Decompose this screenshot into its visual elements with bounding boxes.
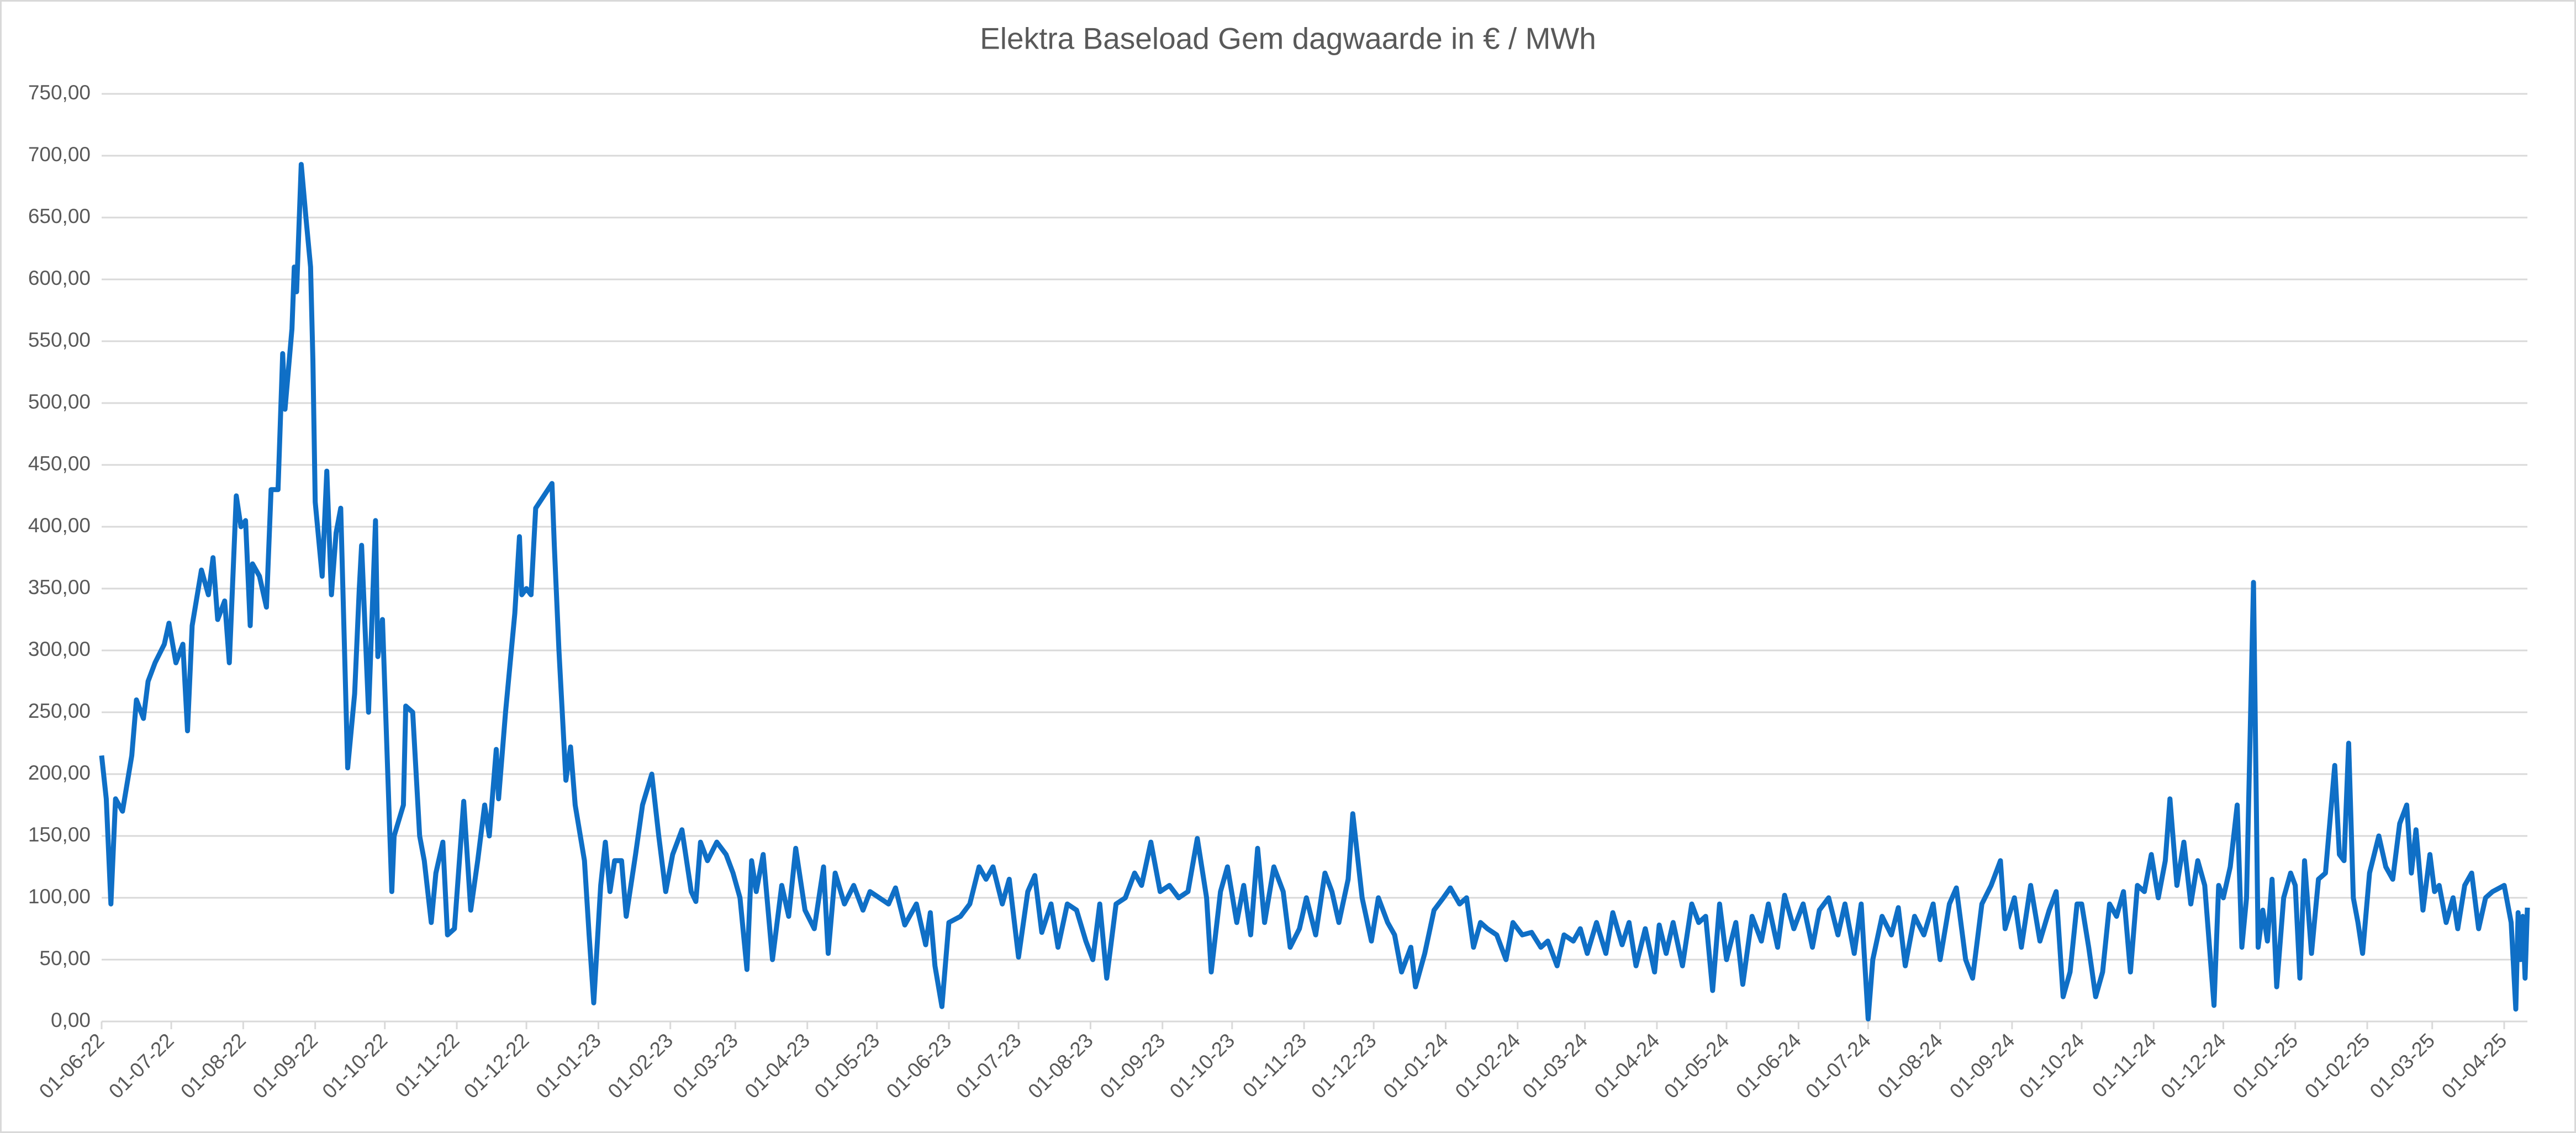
y-tick-label: 750,00 <box>28 81 91 104</box>
chart-title: Elektra Baseload Gem dagwaarde in € / MW… <box>980 22 1596 56</box>
y-tick-label: 100,00 <box>28 885 91 908</box>
y-tick-label: 300,00 <box>28 638 91 660</box>
y-tick-label: 600,00 <box>28 267 91 289</box>
y-tick-label: 450,00 <box>28 452 91 475</box>
price-line <box>99 162 2530 1021</box>
y-tick-label: 150,00 <box>28 823 91 846</box>
y-tick-label: 650,00 <box>28 205 91 227</box>
y-tick-label: 250,00 <box>28 700 91 722</box>
y-tick-label: 500,00 <box>28 390 91 413</box>
y-tick-label: 400,00 <box>28 514 91 537</box>
y-tick-label: 0,00 <box>51 1009 91 1031</box>
y-tick-label: 550,00 <box>28 329 91 351</box>
y-tick-label: 50,00 <box>39 947 91 970</box>
y-tick-label: 350,00 <box>28 576 91 599</box>
y-tick-label: 700,00 <box>28 143 91 166</box>
y-tick-label: 200,00 <box>28 761 91 784</box>
